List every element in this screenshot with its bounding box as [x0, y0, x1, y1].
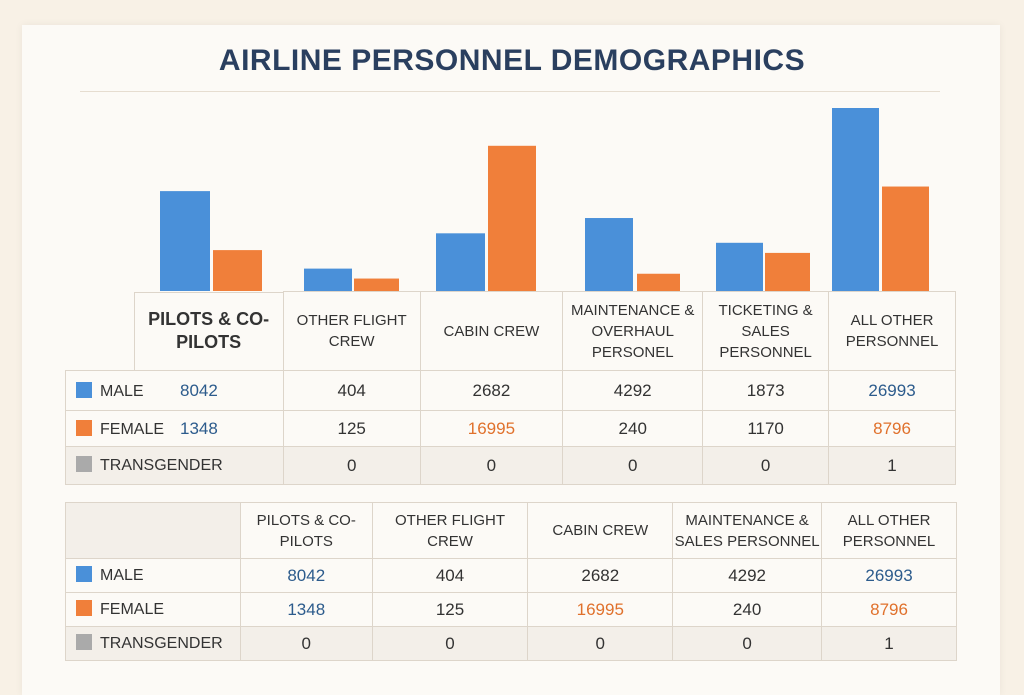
female-bar — [488, 145, 536, 291]
value-cell: 0 — [672, 626, 823, 661]
table-row: TRANSGENDER 0 0 0 0 1 — [65, 446, 956, 485]
header-cat: OTHER FLIGHT CREW — [371, 502, 529, 559]
page-title: AIRLINE PERSONNEL DEMOGRAPHICS — [218, 44, 806, 77]
header-cat: CABIN CREW — [419, 291, 564, 371]
legend-swatch-icon — [76, 419, 92, 436]
header-cat: OTHER FLIGHT CREW — [282, 291, 421, 371]
header-cat: TICKETING & SALES PERSONNEL — [702, 291, 830, 371]
table-row: MALE 8042 404 2682 4292 26993 — [65, 558, 957, 593]
male-bar — [832, 108, 879, 291]
female-bar — [765, 252, 810, 291]
value-cell: 8042 — [239, 558, 373, 593]
female-bar — [213, 250, 262, 291]
value-cell: 4292 — [562, 370, 704, 411]
series-name: TRANSGENDER — [100, 635, 223, 652]
series-name: FEMALE — [100, 601, 165, 618]
table-row: MALE 8042 404 2682 4292 1873 26993 — [65, 370, 956, 411]
legend-swatch-icon — [76, 456, 92, 472]
value-cell: 240 — [562, 410, 704, 447]
row-label: FEMALE 1348 — [65, 410, 284, 447]
legend-swatch-icon — [76, 381, 92, 398]
value-cell: 0 — [702, 446, 830, 485]
table-row: FEMALE 1348 125 16995 240 8796 — [65, 592, 957, 627]
value-cell: 0 — [239, 626, 373, 661]
header-cat: ALL OTHER PERSONNEL — [828, 291, 956, 371]
legend-swatch-icon — [76, 634, 92, 650]
series-name: FEMALE — [100, 420, 165, 438]
value-cell: 0 — [527, 626, 674, 661]
legend-swatch-icon — [76, 566, 92, 582]
value-cell: 26993 — [821, 558, 957, 593]
value-cell: 1873 — [702, 370, 830, 411]
table-row: FEMALE 1348 125 16995 240 1170 8796 — [65, 410, 956, 447]
value-cell: 125 — [282, 410, 421, 447]
value-cell: 16995 — [419, 410, 564, 447]
series-name: TRANSGENDER — [100, 457, 223, 474]
header-cat: CABIN CREW — [527, 502, 674, 559]
value-cell: 16995 — [527, 592, 674, 627]
value-cell: 0 — [419, 446, 564, 485]
male-bar — [160, 191, 210, 291]
data-table-2: PILOTS & CO-PILOTS OTHER FLIGHT CREW CAB… — [65, 502, 957, 661]
series-name: MALE — [100, 382, 144, 400]
value-cell: 0 — [371, 626, 529, 661]
header-cat: MAINTENANCE & OVERHAUL PERSONEL — [562, 291, 704, 371]
value-cell: 404 — [282, 370, 421, 411]
value-cell: 2682 — [419, 370, 564, 411]
value-cell: 125 — [371, 592, 529, 627]
series-name: MALE — [100, 567, 144, 584]
value-cell: 1170 — [702, 410, 830, 447]
female-bar — [354, 278, 399, 291]
row-label: MALE — [65, 558, 241, 593]
header-pilots: PILOTS & CO-PILOTS — [65, 291, 284, 371]
female-bar — [882, 186, 929, 291]
value-cell: 8042 — [180, 380, 218, 400]
male-bar — [716, 242, 763, 291]
male-bar — [585, 218, 633, 291]
value-cell: 0 — [562, 446, 704, 485]
data-table-1: PILOTS & CO-PILOTS OTHER FLIGHT CREW CAB… — [65, 291, 956, 485]
row-label: TRANSGENDER — [65, 446, 284, 485]
value-cell: 1 — [828, 446, 956, 485]
header-cat: PILOTS & CO-PILOTS — [239, 502, 373, 559]
table-row: TRANSGENDER 0 0 0 0 1 — [65, 626, 957, 661]
header-cat: ALL OTHER PERSONNEL — [821, 502, 957, 559]
row-label: TRANSGENDER — [65, 626, 241, 661]
value-cell: 1348 — [239, 592, 373, 627]
value-cell: 2682 — [527, 558, 674, 593]
row-label: FEMALE — [65, 592, 241, 627]
value-cell: 1 — [821, 626, 957, 661]
divider — [80, 91, 940, 92]
value-cell: 404 — [371, 558, 529, 593]
value-cell: 240 — [672, 592, 823, 627]
value-cell: 8796 — [821, 592, 957, 627]
female-bar — [637, 273, 680, 291]
male-bar — [304, 268, 352, 291]
value-cell: 4292 — [672, 558, 823, 593]
header-cat: MAINTENANCE & SALES PERSONNEL — [672, 502, 823, 559]
male-bar — [436, 233, 485, 291]
bar-chart — [160, 108, 929, 291]
legend-swatch-icon — [76, 600, 92, 616]
value-cell: 0 — [282, 446, 421, 485]
value-cell: 26993 — [828, 370, 956, 411]
row-label: MALE 8042 — [65, 370, 284, 411]
value-cell: 8796 — [828, 410, 956, 447]
value-cell: 1348 — [180, 418, 218, 438]
header-empty — [65, 502, 241, 559]
